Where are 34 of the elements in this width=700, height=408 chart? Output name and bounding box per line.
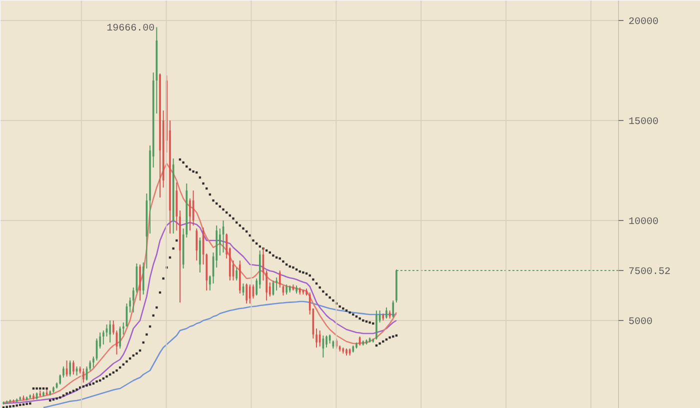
candlestick bbox=[189, 198, 191, 231]
annotation: 19666.00 bbox=[106, 24, 155, 35]
candlestick bbox=[318, 330, 321, 347]
ref-line-label: 7500.52 bbox=[628, 266, 671, 278]
y-tick-label: 20000 bbox=[628, 17, 659, 28]
candlestick bbox=[236, 267, 238, 281]
candlestick bbox=[246, 283, 248, 304]
candlestick bbox=[326, 335, 328, 348]
candlestick bbox=[139, 264, 141, 301]
candlestick bbox=[62, 366, 64, 378]
candlestick bbox=[278, 270, 281, 288]
y-tick-label: 10000 bbox=[628, 217, 659, 228]
candlestick bbox=[376, 310, 378, 340]
candlestick bbox=[199, 237, 201, 273]
candlestick bbox=[72, 360, 74, 375]
candlestick bbox=[196, 228, 198, 261]
line-series bbox=[2, 220, 398, 404]
candlestick bbox=[316, 328, 318, 348]
candlestick bbox=[122, 322, 124, 335]
candlestick bbox=[69, 360, 72, 377]
candlestick bbox=[119, 326, 121, 349]
y-tick-label: 5000 bbox=[628, 317, 653, 328]
candlestick bbox=[386, 307, 388, 319]
candlestick bbox=[89, 360, 91, 371]
y-tick-label: 15000 bbox=[628, 117, 659, 128]
candlestick bbox=[59, 374, 62, 385]
candlestick bbox=[286, 284, 288, 295]
candlestick bbox=[392, 300, 394, 318]
candlestick bbox=[129, 297, 131, 313]
candlestick bbox=[82, 368, 84, 383]
candlestick bbox=[109, 320, 111, 343]
candlestick bbox=[276, 277, 278, 291]
candlestick bbox=[209, 275, 211, 291]
candlestick bbox=[266, 270, 268, 301]
